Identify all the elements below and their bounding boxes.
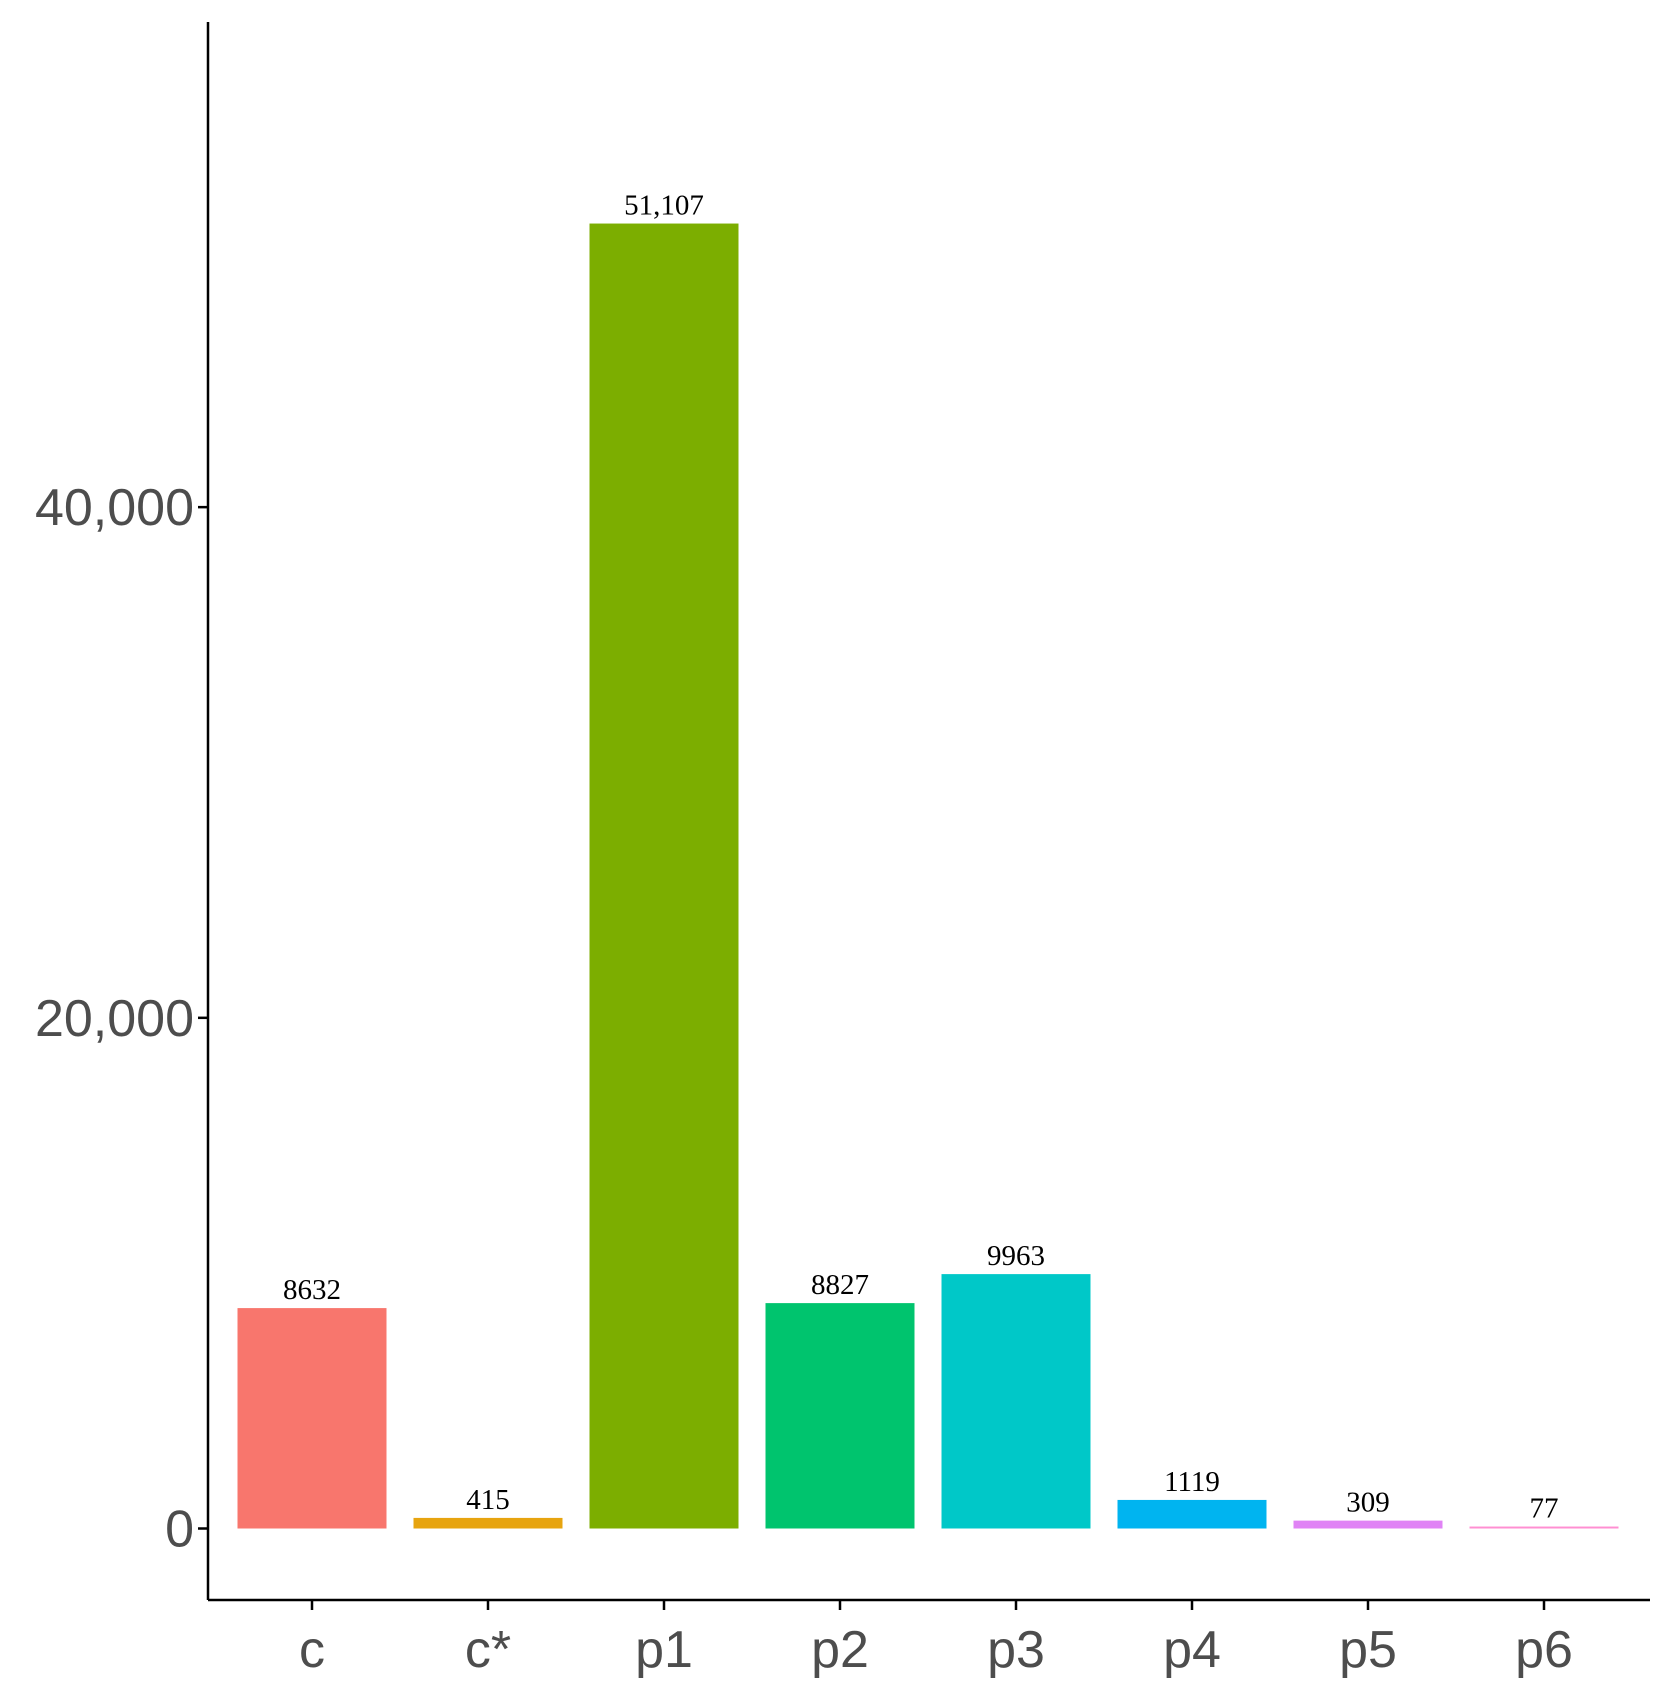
y-tick-label: 20,000: [35, 990, 194, 1048]
value-label-p3: 9963: [987, 1240, 1045, 1272]
bar-c: [237, 1308, 387, 1529]
x-tick-label-p1: p1: [635, 1621, 693, 1679]
value-label-p1: 51,107: [624, 190, 704, 222]
x-tick-label-p6: p6: [1515, 1621, 1573, 1679]
x-axis: c c* p1 p2 p3 p4 p5 p6: [208, 1598, 1650, 1679]
y-tick-label: 40,000: [35, 479, 194, 537]
value-label-p6: 77: [1530, 1493, 1559, 1525]
y-axis: 0 20,000 40,000: [35, 22, 210, 1600]
value-labels-layer: 8632 415 51,107 8827 9963 1119 309 77: [283, 190, 1559, 1525]
x-tick-label-c: c: [299, 1621, 325, 1679]
bar-p5: [1293, 1520, 1443, 1529]
value-label-c: 8632: [283, 1274, 341, 1306]
value-label-p4: 1119: [1164, 1466, 1220, 1498]
y-tick-label: 0: [165, 1501, 194, 1559]
bar-p1: [589, 223, 739, 1529]
bars-layer: [237, 223, 1619, 1529]
bar-p6: [1469, 1526, 1619, 1529]
value-label-p5: 309: [1346, 1487, 1390, 1519]
x-tick-label-p4: p4: [1163, 1621, 1221, 1679]
bar-p4: [1117, 1499, 1267, 1529]
bar-p3: [941, 1274, 1091, 1529]
value-label-p2: 8827: [811, 1269, 869, 1301]
x-tick-label-p5: p5: [1339, 1621, 1397, 1679]
x-tick-label-c*: c*: [465, 1621, 511, 1679]
bar-p2: [765, 1303, 915, 1529]
x-tick-label-p2: p2: [811, 1621, 869, 1679]
value-label-c*: 415: [466, 1484, 510, 1516]
bar-c*: [413, 1517, 563, 1529]
x-tick-label-p3: p3: [987, 1621, 1045, 1679]
